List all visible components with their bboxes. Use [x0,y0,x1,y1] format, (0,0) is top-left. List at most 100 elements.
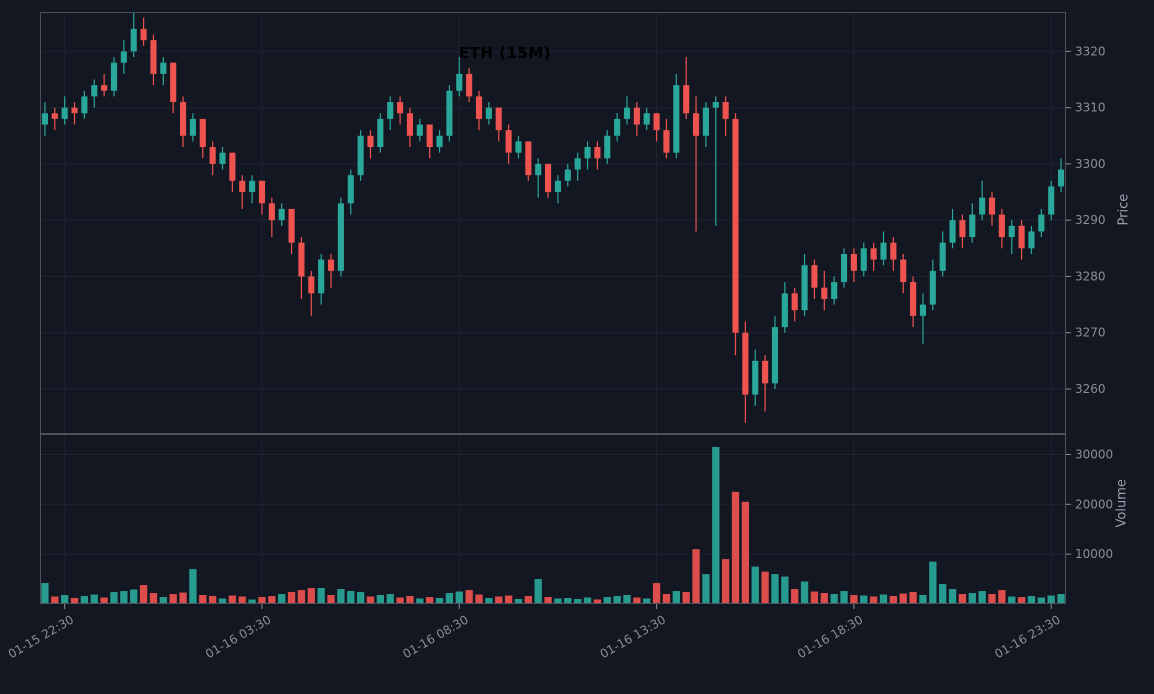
candle-body [179,102,187,136]
candle-body [614,118,621,136]
candle-body [466,73,473,97]
volume-bar [504,595,513,604]
candle-body [910,282,917,316]
candle-body [219,152,226,164]
price-axis-title: Price [1116,193,1132,226]
candle-body [268,203,275,221]
volume-bar [603,597,611,604]
volume-bar [1027,596,1036,604]
volume-bar [731,491,740,604]
candle-body [949,220,956,243]
volume-bar [712,446,720,604]
candle-body [51,113,58,119]
volume-bar [366,596,375,604]
volume-bar [623,595,631,604]
volume-bar [633,597,641,604]
volume-axis-title: Volume [1114,479,1130,528]
volume-bar [268,596,276,604]
volume-bar [70,598,79,604]
candle-body [160,62,167,74]
volume-bar [879,594,888,604]
volume-bar [495,596,503,604]
volume-bar [80,596,89,604]
candle-body [653,113,660,131]
volume-bar [258,597,266,604]
volume-bar [199,595,207,604]
candle-body [120,51,127,63]
candle-body [298,242,305,277]
volume-bar [652,583,661,604]
candle-body [979,197,986,215]
volume-bar [149,593,158,604]
candle-body [692,113,700,136]
volume-bar [583,597,592,604]
volume-bar [139,585,148,604]
volume-bar [100,597,108,604]
candle-body [377,118,384,148]
candle-body [337,203,344,271]
candle-body [199,118,206,148]
volume-bar [1017,597,1026,604]
volume-bar [988,594,996,604]
volume-bar [120,591,128,604]
candle-body [919,304,927,316]
volume-bar [317,588,325,604]
volume-bar [643,598,651,604]
volume-bar [751,566,759,604]
candle-body [643,113,650,125]
candle-body [900,259,907,283]
candle-body [209,147,216,164]
volume-bar [51,596,59,604]
candle-body [426,124,433,148]
candle-body [1048,186,1055,215]
volume-bar [386,594,394,604]
candle-body [663,130,670,153]
volume-bar [179,592,187,604]
candle-body [397,102,404,114]
volume-bar [860,595,868,604]
candle-body [239,180,246,193]
volume-bar [761,571,769,604]
volume-panel-border [40,434,1066,604]
volume-bar [781,576,789,604]
volume-bar [41,583,49,604]
volume-bar [919,595,927,604]
candle-body [1028,231,1035,249]
volume-bar [228,595,237,604]
candle-body [485,107,492,119]
candle-body [712,102,719,108]
volume-bar [613,596,621,604]
volume-bar [850,595,858,604]
candle-body [150,40,157,74]
volume-bar [1047,595,1055,604]
candle-body [41,113,48,125]
volume-bar [830,594,838,604]
volume-bar [238,596,246,604]
candle-body [436,135,443,148]
candle-body [495,107,502,131]
candle-body [1018,225,1025,249]
volume-bar [475,594,483,604]
candle-body [929,270,936,305]
candle-body [535,163,542,176]
volume-bar [337,589,345,604]
candle-body [525,141,532,176]
candle-body [623,107,631,119]
candle-body [1008,225,1015,238]
volume-bar [208,596,217,604]
volume-bar [948,589,957,604]
volume-bar [1037,597,1045,604]
candle-body [821,287,828,299]
candle-body [890,242,897,260]
volume-bar [998,590,1006,604]
volume-bar [909,592,917,604]
candle-body [101,85,108,91]
volume-bar [968,593,976,604]
volume-bar [1057,594,1065,604]
candle-body [278,208,285,221]
volume-bar [1008,596,1016,604]
candle-body [831,282,838,299]
candle-body [850,253,857,271]
volume-bar [800,581,809,604]
price-tick-label: 3290 [1075,213,1106,227]
